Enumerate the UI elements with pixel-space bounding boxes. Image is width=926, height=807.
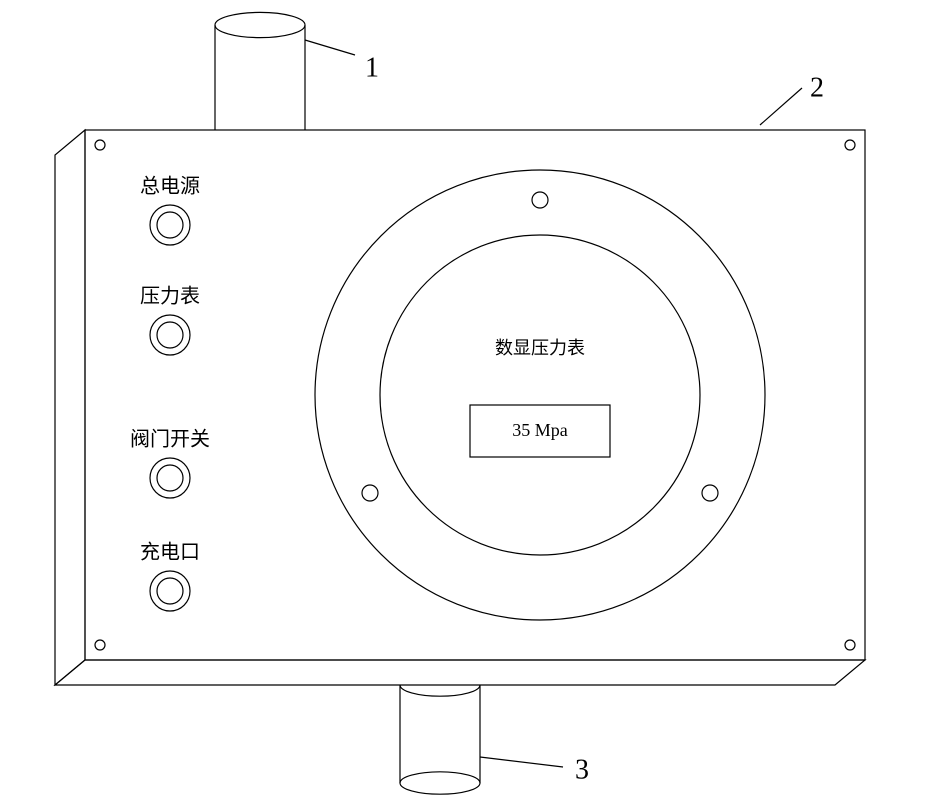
panel-screw: [845, 640, 855, 650]
charge_port-label: 充电口: [140, 541, 200, 564]
callout-number-2: 2: [810, 72, 824, 103]
left-face: [55, 130, 85, 685]
main_power-button[interactable]: [157, 212, 183, 238]
main_power-label: 总电源: [140, 175, 200, 198]
callout-number-1: 1: [365, 52, 379, 83]
gauge_btn-label: 压力表: [140, 285, 200, 308]
gauge-screw: [702, 485, 718, 501]
gauge_btn-ring: [150, 315, 190, 355]
panel-screw: [845, 140, 855, 150]
gauge-display-value: 35 Mpa: [512, 420, 568, 440]
gauge-screw: [362, 485, 378, 501]
front-panel: [85, 130, 865, 660]
gauge-screw: [532, 192, 548, 208]
callout-number-3: 3: [575, 754, 589, 785]
top-pipe-cap: [215, 12, 305, 37]
callout-leader: [760, 88, 802, 125]
main_power-ring: [150, 205, 190, 245]
diagram-svg: 数显压力表 35 Mpa 总电源压力表阀门开关充电口 1 2 3: [0, 0, 926, 807]
diagram-canvas: 数显压力表 35 Mpa 总电源压力表阀门开关充电口 1 2 3: [0, 0, 926, 807]
gauge-inner-ring: [380, 235, 700, 555]
bottom-face: [55, 660, 865, 685]
callout-leader: [305, 40, 355, 55]
bottom-pipe-cap: [400, 772, 480, 794]
panel-screw: [95, 140, 105, 150]
panel-screw: [95, 640, 105, 650]
gauge_btn-button[interactable]: [157, 322, 183, 348]
charge_port-button[interactable]: [157, 578, 183, 604]
charge_port-ring: [150, 571, 190, 611]
gauge-title: 数显压力表: [495, 338, 585, 358]
valve_switch-label: 阀门开关: [130, 428, 210, 451]
valve_switch-ring: [150, 458, 190, 498]
bottom-pipe-top-arc: [400, 685, 480, 696]
callout-leader: [480, 757, 563, 767]
valve_switch-button[interactable]: [157, 465, 183, 491]
gauge-outer-ring: [315, 170, 765, 620]
